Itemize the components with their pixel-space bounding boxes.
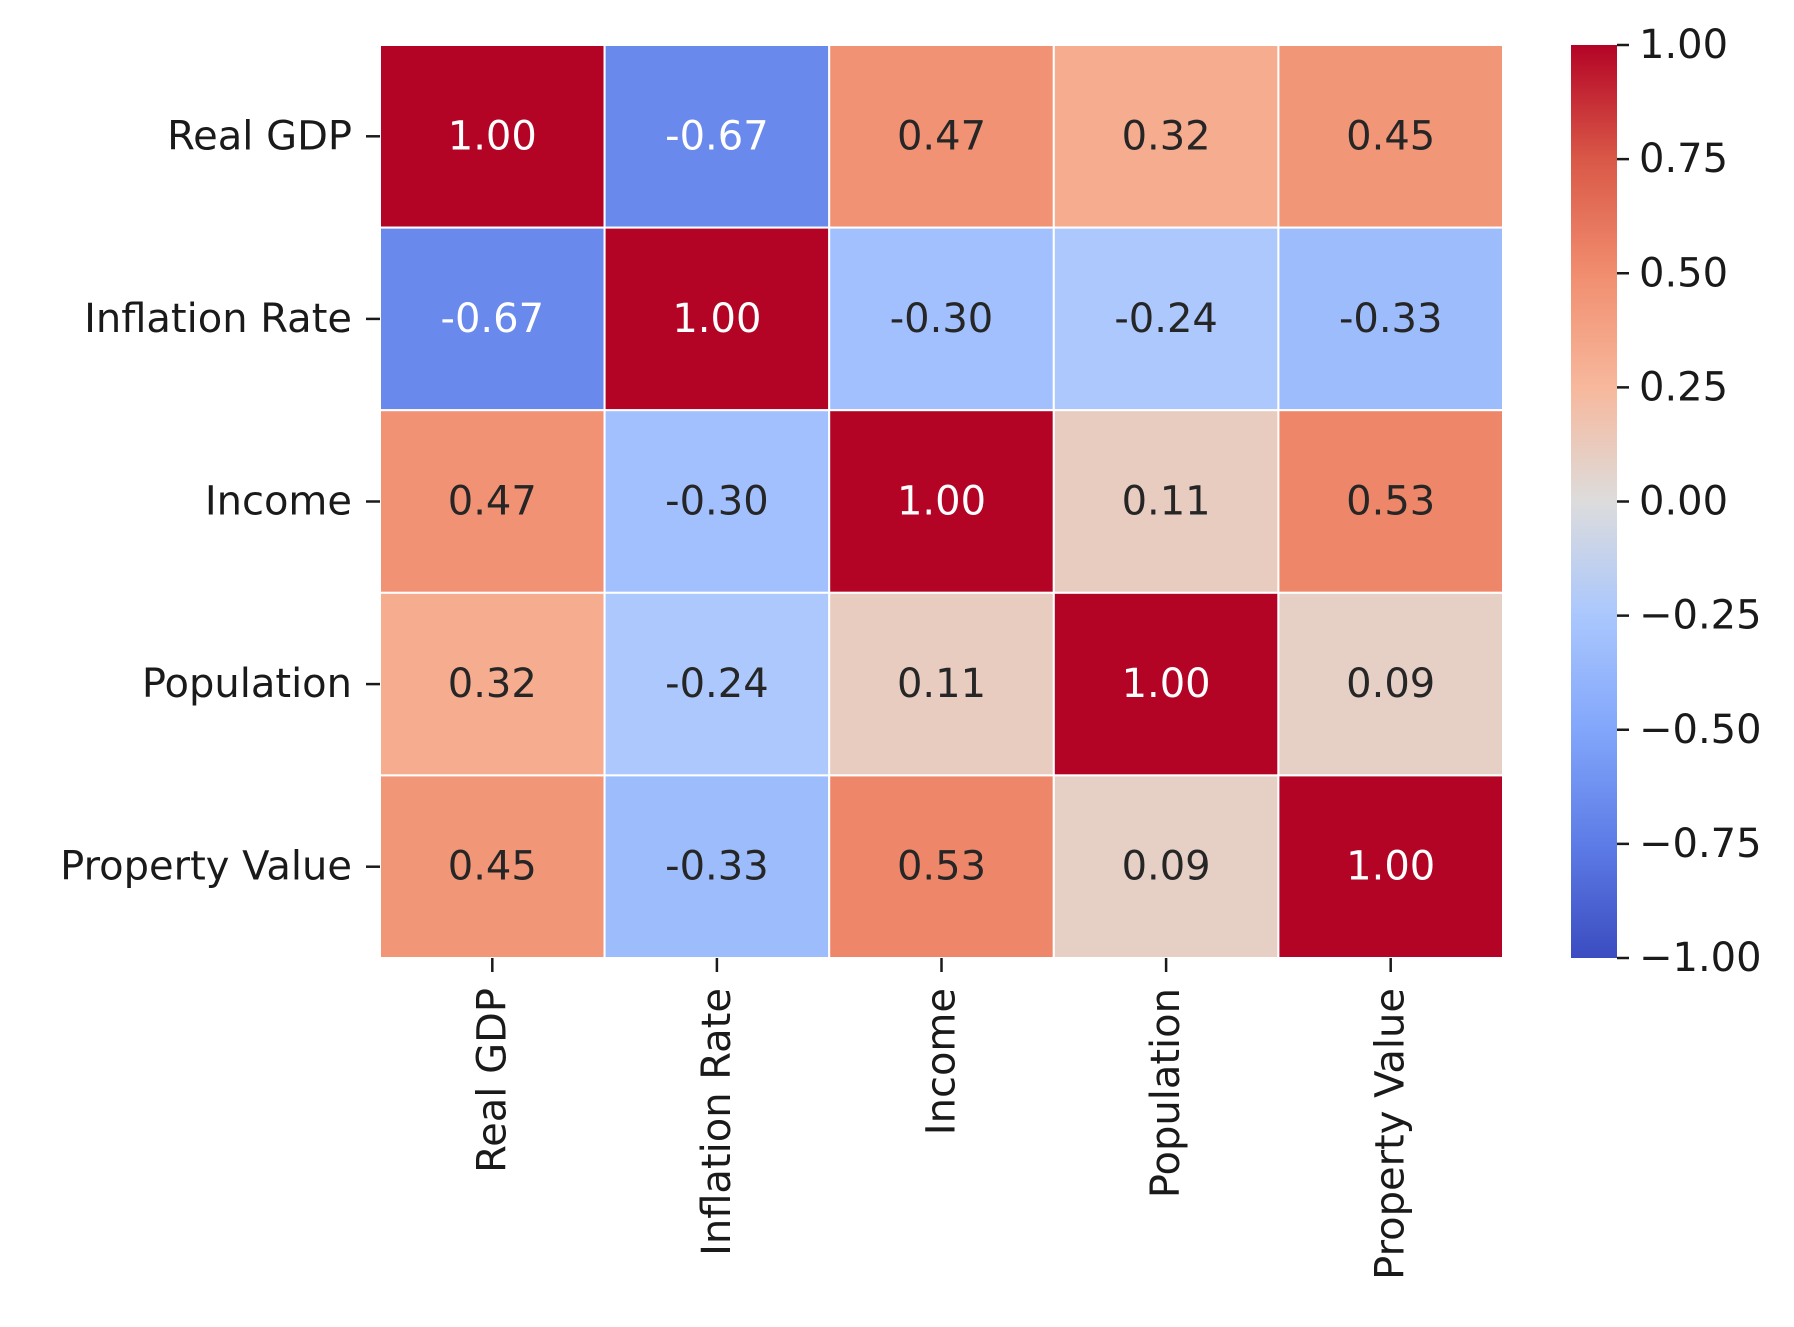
cell-value-label: 0.53 [897, 844, 986, 890]
colorbar-tick-label: −0.25 [1639, 593, 1762, 639]
cell-value-label: -0.24 [1114, 296, 1218, 342]
y-tick-label-population: Population [142, 661, 352, 707]
heatmap-cell-population-income [828, 591, 1055, 777]
heatmap-cell-population-property-value [1277, 591, 1505, 777]
heatmap-cell-real-gdp-population [1052, 44, 1280, 229]
heatmap-cell-real-gdp-property-value [1277, 44, 1505, 229]
heatmap-cell-income-property-value [1277, 409, 1505, 594]
cell-value-label: 0.45 [1346, 113, 1435, 159]
heatmap-cell-property-value-real-gdp [379, 774, 606, 960]
cell-value-label: -0.30 [665, 479, 769, 525]
cell-value-label: -0.33 [665, 844, 769, 890]
cell-value-label: 0.47 [897, 113, 986, 159]
cell-value-label: 0.09 [1122, 844, 1211, 890]
heatmap-cell-property-value-income [828, 774, 1055, 960]
heatmap-cell-real-gdp-real-gdp [379, 44, 606, 229]
cell-value-label: -0.67 [665, 113, 769, 159]
heatmap-cell-income-income [828, 409, 1055, 594]
cell-value-label: 0.45 [448, 844, 537, 890]
cell-value-label: -0.24 [665, 661, 769, 707]
y-tick-label-property-value: Property Value [60, 844, 352, 890]
x-tick-label-real-gdp: Real GDP [469, 988, 515, 1173]
x-tick-label-population: Population [1143, 988, 1189, 1198]
y-tick-label-real-gdp: Real GDP [167, 113, 352, 159]
heatmap-cell-real-gdp-income [828, 44, 1055, 229]
heatmap-cell-inflation-rate-income [828, 226, 1055, 412]
colorbar-tick-label: 0.75 [1639, 136, 1728, 182]
cell-value-label: 0.47 [448, 479, 537, 525]
cell-value-label: 1.00 [448, 113, 537, 159]
colorbar-tick-label: 0.50 [1639, 250, 1728, 296]
heatmap-cells [379, 44, 1505, 960]
cell-value-label: 0.32 [1122, 113, 1211, 159]
heatmap-cell-income-population [1052, 409, 1280, 594]
cell-value-label: 0.09 [1346, 661, 1435, 707]
cell-value-label: -0.67 [441, 296, 545, 342]
colorbar-tick-label: −0.50 [1639, 707, 1762, 753]
colorbar: 1.00 0.75 0.50 0.25 0.00 −0.25 −0.50 −0.75 −1.00 [1571, 22, 1762, 981]
cell-value-label: 1.00 [897, 479, 986, 525]
heatmap-cell-income-inflation-rate [603, 409, 831, 594]
x-tick-label-property-value: Property Value [1368, 988, 1414, 1280]
colorbar-tick-label: −0.75 [1639, 821, 1762, 867]
colorbar-tick-label: 0.00 [1639, 479, 1728, 525]
cell-value-label: 0.11 [897, 661, 986, 707]
cell-value-label: 1.00 [1346, 844, 1435, 890]
cell-value-label: 0.53 [1346, 479, 1435, 525]
colorbar-tick-label: −1.00 [1639, 935, 1762, 981]
x-tick-label-income: Income [919, 988, 965, 1135]
heatmap-cell-population-population [1052, 591, 1280, 777]
colorbar-tick-label: 0.25 [1639, 364, 1728, 410]
heatmap-cell-labels: 1.00 -0.67 0.47 0.32 0.45 -0.67 1.00 -0.30 -0.24… [441, 113, 1443, 889]
heatmap-cell-property-value-inflation-rate [603, 774, 831, 960]
y-tick-label-income: Income [205, 479, 352, 525]
y-axis: Real GDP Inflation Rate Income Population Pr… [60, 113, 380, 890]
heatmap-cell-property-value-property-value [1277, 774, 1505, 960]
cell-value-label: 0.32 [448, 661, 537, 707]
cell-value-label: 1.00 [672, 296, 761, 342]
cell-value-label: -0.33 [1339, 296, 1443, 342]
heatmap-cell-inflation-rate-real-gdp [379, 226, 606, 412]
cell-value-label: 1.00 [1122, 661, 1211, 707]
colorbar-tick-label: 1.00 [1639, 22, 1728, 68]
heatmap-cell-real-gdp-inflation-rate [603, 44, 831, 229]
heatmap-cell-population-inflation-rate [603, 591, 831, 777]
y-tick-label-inflation-rate: Inflation Rate [84, 296, 352, 342]
cell-value-label: 0.11 [1122, 479, 1211, 525]
colorbar-gradient [1571, 45, 1617, 958]
cell-value-label: -0.30 [890, 296, 994, 342]
x-tick-label-inflation-rate: Inflation Rate [694, 988, 740, 1256]
heatmap-cell-inflation-rate-property-value [1277, 226, 1505, 412]
x-axis: Real GDP Inflation Rate Income Population Pr… [469, 958, 1414, 1280]
